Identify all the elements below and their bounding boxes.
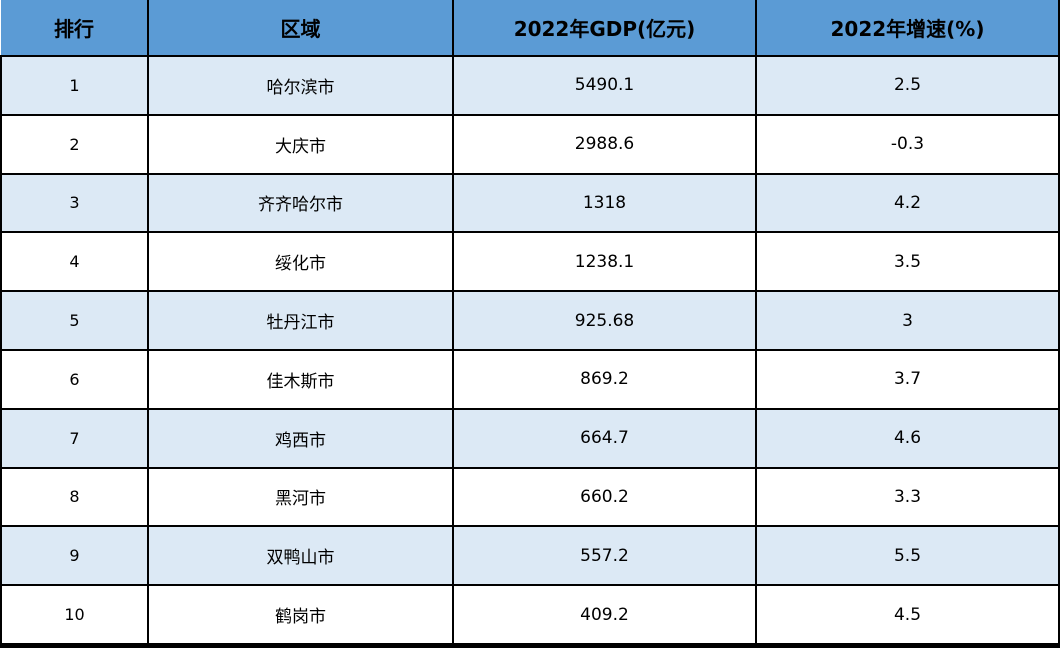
cell-gdp: 2988.6 [452, 113, 757, 175]
cell-region: 大庆市 [147, 113, 454, 175]
cell-growth: 3 [755, 290, 1060, 351]
cell-region: 鸡西市 [147, 407, 454, 469]
cell-region: 绥化市 [147, 231, 454, 293]
column-header-rank: 排行 [1, 0, 149, 57]
table-header-row: 排行 区域 2022年GDP(亿元) 2022年增速(%) [1, 0, 1060, 57]
cell-growth: -0.3 [755, 113, 1060, 175]
cell-growth: 3.3 [755, 466, 1060, 528]
cell-gdp: 409.2 [452, 584, 757, 649]
cell-growth: 2.5 [755, 55, 1060, 116]
table-row: 5 牡丹江市 925.68 3 [0, 290, 1060, 351]
cell-growth: 3.5 [755, 231, 1060, 293]
cell-growth: 3.7 [755, 348, 1060, 410]
table-row: 7 鸡西市 664.7 4.6 [0, 407, 1060, 469]
cell-gdp: 1318 [452, 172, 757, 234]
cell-region: 牡丹江市 [147, 290, 454, 351]
table-row: 6 佳木斯市 869.2 3.7 [0, 348, 1060, 410]
table-row: 4 绥化市 1238.1 3.5 [0, 231, 1060, 293]
cell-growth: 4.5 [755, 584, 1060, 649]
cell-rank: 2 [0, 113, 149, 175]
cell-growth: 4.2 [755, 172, 1060, 234]
cell-gdp: 557.2 [452, 525, 757, 587]
cell-region: 哈尔滨市 [147, 55, 454, 116]
table-row: 3 齐齐哈尔市 1318 4.2 [0, 172, 1060, 234]
cell-rank: 6 [0, 348, 149, 410]
cell-region: 齐齐哈尔市 [147, 172, 454, 234]
cell-rank: 10 [0, 584, 149, 649]
cell-gdp: 925.68 [452, 290, 757, 351]
cell-region: 双鸭山市 [147, 525, 454, 587]
column-header-gdp: 2022年GDP(亿元) [452, 0, 757, 57]
cell-region: 黑河市 [147, 466, 454, 528]
cell-region: 佳木斯市 [147, 348, 454, 410]
cell-rank: 4 [0, 231, 149, 293]
cell-gdp: 5490.1 [452, 55, 757, 116]
table-row: 1 哈尔滨市 5490.1 2.5 [0, 55, 1060, 116]
cell-rank: 3 [0, 172, 149, 234]
cell-rank: 7 [0, 407, 149, 469]
table-row: 2 大庆市 2988.6 -0.3 [0, 113, 1060, 175]
cell-region: 鹤岗市 [147, 584, 454, 649]
column-header-region: 区域 [147, 0, 454, 57]
table-row: 9 双鸭山市 557.2 5.5 [0, 525, 1060, 587]
cell-rank: 5 [0, 290, 149, 351]
cell-rank: 9 [0, 525, 149, 587]
table-row: 10 鹤岗市 409.2 4.5 [0, 584, 1060, 649]
cell-growth: 5.5 [755, 525, 1060, 587]
cell-rank: 1 [0, 55, 149, 116]
cell-gdp: 664.7 [452, 407, 757, 469]
table-row: 8 黑河市 660.2 3.3 [0, 466, 1060, 528]
column-header-growth: 2022年增速(%) [755, 0, 1060, 57]
cell-gdp: 869.2 [452, 348, 757, 410]
cell-rank: 8 [0, 466, 149, 528]
cell-gdp: 660.2 [452, 466, 757, 528]
cell-gdp: 1238.1 [452, 231, 757, 293]
cell-growth: 4.6 [755, 407, 1060, 469]
